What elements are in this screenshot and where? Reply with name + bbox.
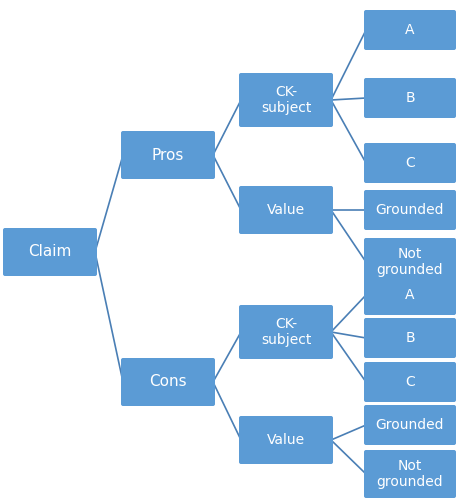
FancyBboxPatch shape bbox=[364, 78, 456, 118]
Text: A: A bbox=[405, 23, 415, 37]
FancyBboxPatch shape bbox=[364, 275, 456, 315]
FancyBboxPatch shape bbox=[239, 186, 333, 234]
Text: B: B bbox=[405, 91, 415, 105]
Text: CK-
subject: CK- subject bbox=[261, 317, 311, 347]
Text: Not
grounded: Not grounded bbox=[376, 459, 443, 489]
FancyBboxPatch shape bbox=[121, 358, 215, 406]
Text: Grounded: Grounded bbox=[376, 418, 444, 432]
Text: Grounded: Grounded bbox=[376, 203, 444, 217]
FancyBboxPatch shape bbox=[239, 305, 333, 359]
Text: Value: Value bbox=[267, 433, 305, 447]
Text: CK-
subject: CK- subject bbox=[261, 85, 311, 115]
FancyBboxPatch shape bbox=[364, 190, 456, 230]
FancyBboxPatch shape bbox=[239, 416, 333, 464]
Text: B: B bbox=[405, 331, 415, 345]
Text: C: C bbox=[405, 375, 415, 389]
Text: Cons: Cons bbox=[149, 374, 187, 390]
Text: Pros: Pros bbox=[152, 148, 184, 162]
FancyBboxPatch shape bbox=[364, 10, 456, 50]
FancyBboxPatch shape bbox=[364, 318, 456, 358]
FancyBboxPatch shape bbox=[364, 362, 456, 402]
FancyBboxPatch shape bbox=[364, 143, 456, 183]
FancyBboxPatch shape bbox=[364, 450, 456, 498]
Text: Not
grounded: Not grounded bbox=[376, 247, 443, 277]
Text: A: A bbox=[405, 288, 415, 302]
FancyBboxPatch shape bbox=[3, 228, 97, 276]
Text: Claim: Claim bbox=[28, 244, 72, 260]
FancyBboxPatch shape bbox=[121, 131, 215, 179]
Text: Value: Value bbox=[267, 203, 305, 217]
FancyBboxPatch shape bbox=[364, 405, 456, 445]
Text: C: C bbox=[405, 156, 415, 170]
FancyBboxPatch shape bbox=[239, 73, 333, 127]
FancyBboxPatch shape bbox=[364, 238, 456, 286]
